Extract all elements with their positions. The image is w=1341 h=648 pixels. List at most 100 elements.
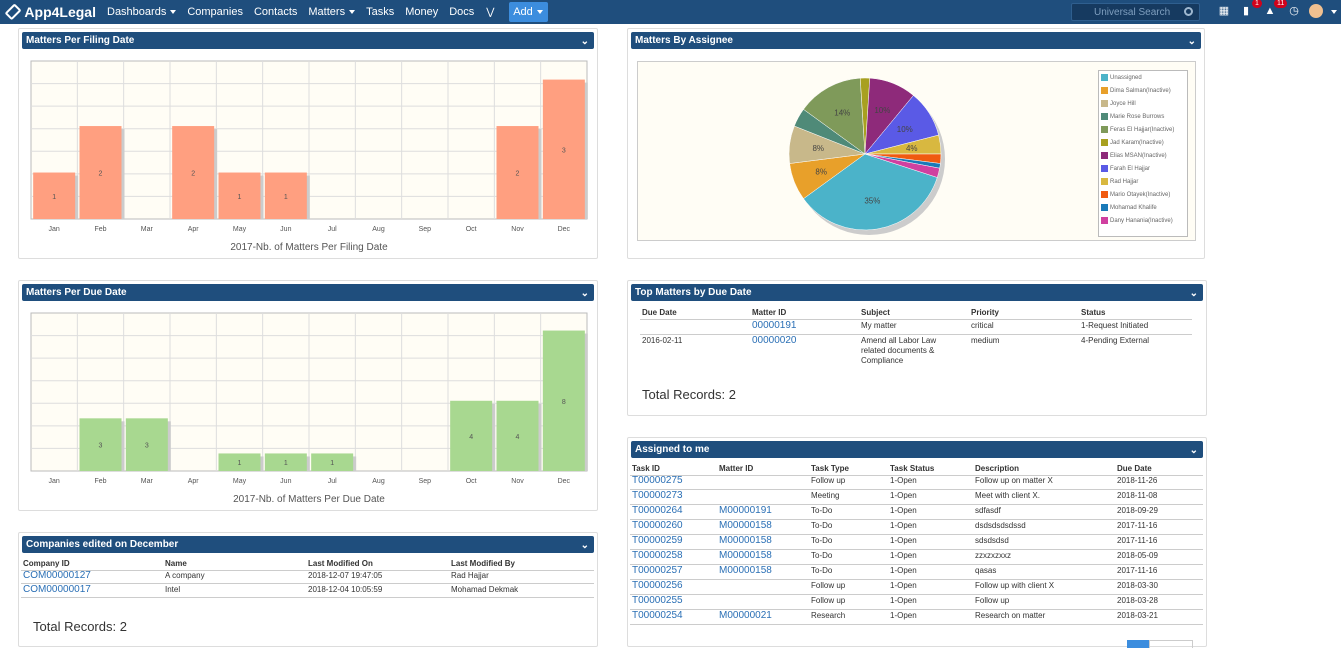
avatar[interactable]	[1309, 4, 1323, 18]
company-id-link[interactable]: COM00000017	[23, 584, 91, 595]
universal-search-input[interactable]: Universal Search	[1071, 3, 1200, 21]
pie-slice-label: 8%	[812, 144, 824, 153]
task-id-link[interactable]: T00000260	[632, 520, 683, 531]
task-id-link[interactable]: T00000275	[632, 475, 683, 486]
priority-cell: medium	[971, 336, 1000, 345]
legend-item[interactable]: Unassigned	[1101, 74, 1142, 81]
assignee-panel: Matters By Assignee ⌄ 35% 8% 8% 14% 10% 10% 4% …	[627, 28, 1205, 259]
task-id-link[interactable]: T00000259	[632, 535, 683, 546]
task-id-link[interactable]: T00000254	[632, 610, 683, 621]
description-cell: Meet with client X.	[975, 491, 1040, 500]
pagination-next[interactable]	[1149, 640, 1193, 648]
legend-item[interactable]: Jad Karam(Inactive)	[1101, 139, 1164, 146]
row-divider	[21, 583, 594, 584]
legend-swatch	[1101, 152, 1108, 159]
bar-jun[interactable]	[264, 453, 307, 471]
legend-item[interactable]: Dany Hanania(Inactive)	[1101, 217, 1173, 224]
matter-id-link[interactable]: M00000158	[719, 565, 772, 576]
matter-id-link[interactable]: M00000158	[719, 535, 772, 546]
bar-oct[interactable]	[450, 400, 493, 471]
company-id-link[interactable]: COM00000127	[23, 570, 91, 581]
collapse-chevron-icon[interactable]: ⌄	[580, 288, 589, 299]
x-tick-label: Apr	[188, 478, 200, 485]
description-cell: dsdsdsdsdssd	[975, 521, 1026, 530]
bar-apr[interactable]	[172, 126, 215, 219]
row-divider	[630, 519, 1203, 520]
matter-id-link[interactable]: M00000158	[719, 520, 772, 531]
notifications-icon[interactable]: ▲	[1264, 5, 1276, 17]
bar-jan[interactable]	[33, 172, 76, 219]
companies-total: Total Records: 2	[33, 619, 127, 634]
task-id-link[interactable]: T00000255	[632, 595, 683, 606]
pagination-current-page[interactable]	[1127, 640, 1149, 648]
bar-may[interactable]	[218, 172, 261, 219]
bar-may[interactable]	[218, 453, 261, 471]
task-id-link[interactable]: T00000273	[632, 490, 683, 501]
nav-item-tasks[interactable]: Tasks	[366, 6, 395, 18]
bar-dec[interactable]	[542, 79, 585, 220]
add-button[interactable]: Add	[508, 2, 548, 22]
nav-item-money[interactable]: Money	[405, 6, 439, 18]
x-tick-label: Nov	[511, 226, 524, 233]
top-matters-table: Due Date Matter ID Subject Priority Status 00…	[628, 281, 1208, 381]
legend-item[interactable]: Mohamad Khalife	[1101, 204, 1157, 211]
matter-id-link[interactable]: M00000021	[719, 610, 772, 621]
legend-item[interactable]: Feras El Hajjar(Inactive)	[1101, 126, 1174, 133]
column-header: Due Date	[642, 308, 677, 317]
pie-slice[interactable]	[864, 153, 940, 178]
task-id-link[interactable]: T00000264	[632, 505, 683, 516]
bar-jul[interactable]	[311, 453, 354, 471]
collapse-chevron-icon[interactable]: ⌄	[1187, 36, 1196, 47]
nav-item-dashboards[interactable]: Dashboards	[107, 6, 167, 18]
collapse-chevron-icon[interactable]: ⌄	[1189, 445, 1198, 456]
clock-icon[interactable]: ◷	[1289, 5, 1299, 17]
bar-dec[interactable]	[542, 330, 585, 471]
matter-id-link[interactable]: 00000020	[752, 335, 797, 346]
nav-item-matters[interactable]: Matters	[308, 6, 346, 18]
legend-item[interactable]: Marie Rose Burrows	[1101, 113, 1164, 120]
more-menu-icon[interactable]: ⋁	[486, 6, 495, 18]
legend-item[interactable]: Farah El Hajjar	[1101, 165, 1150, 172]
legend-item[interactable]: Joyce Hill	[1101, 100, 1136, 107]
bar-nov[interactable]	[496, 126, 539, 219]
x-tick-label: Aug	[372, 226, 385, 233]
legend-item[interactable]: Elias MSAN(Inactive)	[1101, 152, 1167, 159]
collapse-chevron-icon[interactable]: ⌄	[580, 36, 589, 47]
messages-icon[interactable]: ▮	[1242, 5, 1250, 17]
nav-item-docs[interactable]: Docs	[449, 6, 475, 18]
app-logo[interactable]: App4Legal	[4, 3, 96, 21]
company-name-cell: Intel	[165, 585, 181, 594]
bar-feb[interactable]	[79, 126, 122, 219]
nav-item-contacts[interactable]: Contacts	[253, 6, 298, 18]
search-icon[interactable]	[1184, 7, 1193, 16]
matter-id-link[interactable]: M00000191	[719, 505, 772, 516]
due-date-cell: 2018-05-09	[1117, 551, 1158, 560]
matter-id-link[interactable]: 00000191	[752, 320, 797, 331]
task-status-cell: 1-Open	[890, 476, 917, 485]
task-id-link[interactable]: T00000257	[632, 565, 683, 576]
x-tick-label: Jun	[280, 226, 291, 233]
pie-slice[interactable]	[803, 77, 866, 155]
pie-slice[interactable]	[803, 153, 938, 231]
user-menu-chevron-icon[interactable]	[1331, 10, 1337, 14]
nav-item-companies[interactable]: Companies	[187, 6, 243, 18]
bar-value-label: 1	[330, 460, 334, 467]
matter-id-link[interactable]: M00000158	[719, 550, 772, 561]
bar-jun[interactable]	[264, 172, 307, 219]
legend-item[interactable]: Rad Hajjar	[1101, 178, 1138, 185]
task-id-link[interactable]: T00000258	[632, 550, 683, 561]
bar-feb[interactable]	[79, 418, 122, 471]
collapse-chevron-icon[interactable]: ⌄	[1189, 288, 1198, 299]
legend-label: Feras El Hajjar(Inactive)	[1110, 126, 1175, 133]
bar-mar[interactable]	[125, 418, 168, 471]
legend-item[interactable]: Mario Otayek(Inactive)	[1101, 191, 1170, 198]
task-id-link[interactable]: T00000256	[632, 580, 683, 591]
calendar-icon[interactable]: ▦	[1218, 5, 1230, 17]
collapse-chevron-icon[interactable]: ⌄	[580, 540, 589, 551]
task-type-cell: To-Do	[811, 521, 833, 530]
bar-nov[interactable]	[496, 400, 539, 471]
legend-item[interactable]: Dima Salman(Inactive)	[1101, 87, 1171, 94]
task-type-cell: Follow up	[811, 476, 846, 485]
legend-label: Unassigned	[1110, 74, 1142, 81]
status-cell: 4-Pending External	[1081, 336, 1150, 345]
